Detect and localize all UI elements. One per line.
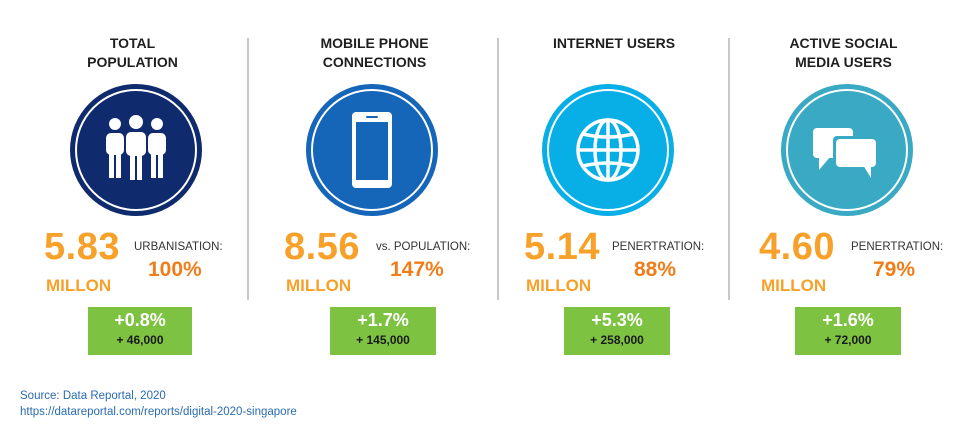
source-line: Source: Data Reportal, 2020 xyxy=(20,390,166,402)
change-box: +1.6% + 72,000 xyxy=(795,307,901,355)
stat-title: INTERNET USERS xyxy=(552,35,676,51)
stat-value: 5.14 xyxy=(524,226,600,268)
stat-unit: MILLON xyxy=(526,276,592,295)
stat-total-population: TOTAL POPULATION 5.83 MILLON URBANISATIO… xyxy=(20,0,245,360)
stat-unit: MILLON xyxy=(286,276,352,295)
change-percent: +5.3% xyxy=(591,310,643,330)
mobile-circle xyxy=(306,84,438,216)
column-divider xyxy=(247,38,249,300)
change-percent: +0.8% xyxy=(114,310,166,330)
stat-social-media-users: ACTIVE SOCIAL MEDIA USERS 4.60 MILLON PE… xyxy=(731,0,956,360)
stat-value: 5.83 xyxy=(44,226,120,268)
mobile-phone-icon xyxy=(352,112,392,188)
ratio-label: PENERTRATION: xyxy=(612,241,705,253)
change-box: +1.7% + 145,000 xyxy=(330,307,436,355)
stat-value: 4.60 xyxy=(759,226,835,268)
change-absolute: + 258,000 xyxy=(590,333,644,347)
ratio-label: vs. POPULATION: xyxy=(376,241,471,253)
change-absolute: + 72,000 xyxy=(824,333,872,347)
source-url[interactable]: https://datareportal.com/reports/digital… xyxy=(20,406,297,418)
stat-title: ACTIVE SOCIAL MEDIA USERS xyxy=(789,35,898,70)
stat-unit: MILLON xyxy=(46,276,112,295)
change-absolute: + 145,000 xyxy=(356,333,410,347)
column-divider xyxy=(497,38,499,300)
change-box: +5.3% + 258,000 xyxy=(564,307,670,355)
chat-circle xyxy=(781,84,913,216)
stat-mobile-connections: MOBILE PHONE CONNECTIONS 8.56 MILLON vs.… xyxy=(252,0,497,360)
ratio-value: 79% xyxy=(873,258,916,281)
change-box: +0.8% + 46,000 xyxy=(88,307,192,355)
globe-icon xyxy=(576,118,640,182)
ratio-label: PENERTRATION: xyxy=(851,241,944,253)
ratio-value: 147% xyxy=(390,258,444,281)
stat-title: MOBILE PHONE CONNECTIONS xyxy=(320,35,429,70)
stat-unit: MILLON xyxy=(761,276,827,295)
stat-value: 8.56 xyxy=(284,226,360,268)
source-note: Source: Data Reportal, 2020 https://data… xyxy=(20,388,297,420)
chat-bubbles-icon xyxy=(813,128,877,178)
globe-circle xyxy=(542,84,674,216)
people-icon xyxy=(106,115,166,180)
stat-title: TOTAL POPULATION xyxy=(87,35,178,70)
change-percent: +1.7% xyxy=(357,310,409,330)
ratio-label: URBANISATION: xyxy=(134,241,223,253)
stat-internet-users: INTERNET USERS 5.14 MILLON PENERTRATION:… xyxy=(500,0,728,360)
column-divider xyxy=(728,38,730,300)
change-percent: +1.6% xyxy=(822,310,874,330)
people-circle xyxy=(70,84,202,216)
ratio-value: 88% xyxy=(634,258,677,281)
change-absolute: + 46,000 xyxy=(116,333,164,347)
ratio-value: 100% xyxy=(148,258,202,281)
